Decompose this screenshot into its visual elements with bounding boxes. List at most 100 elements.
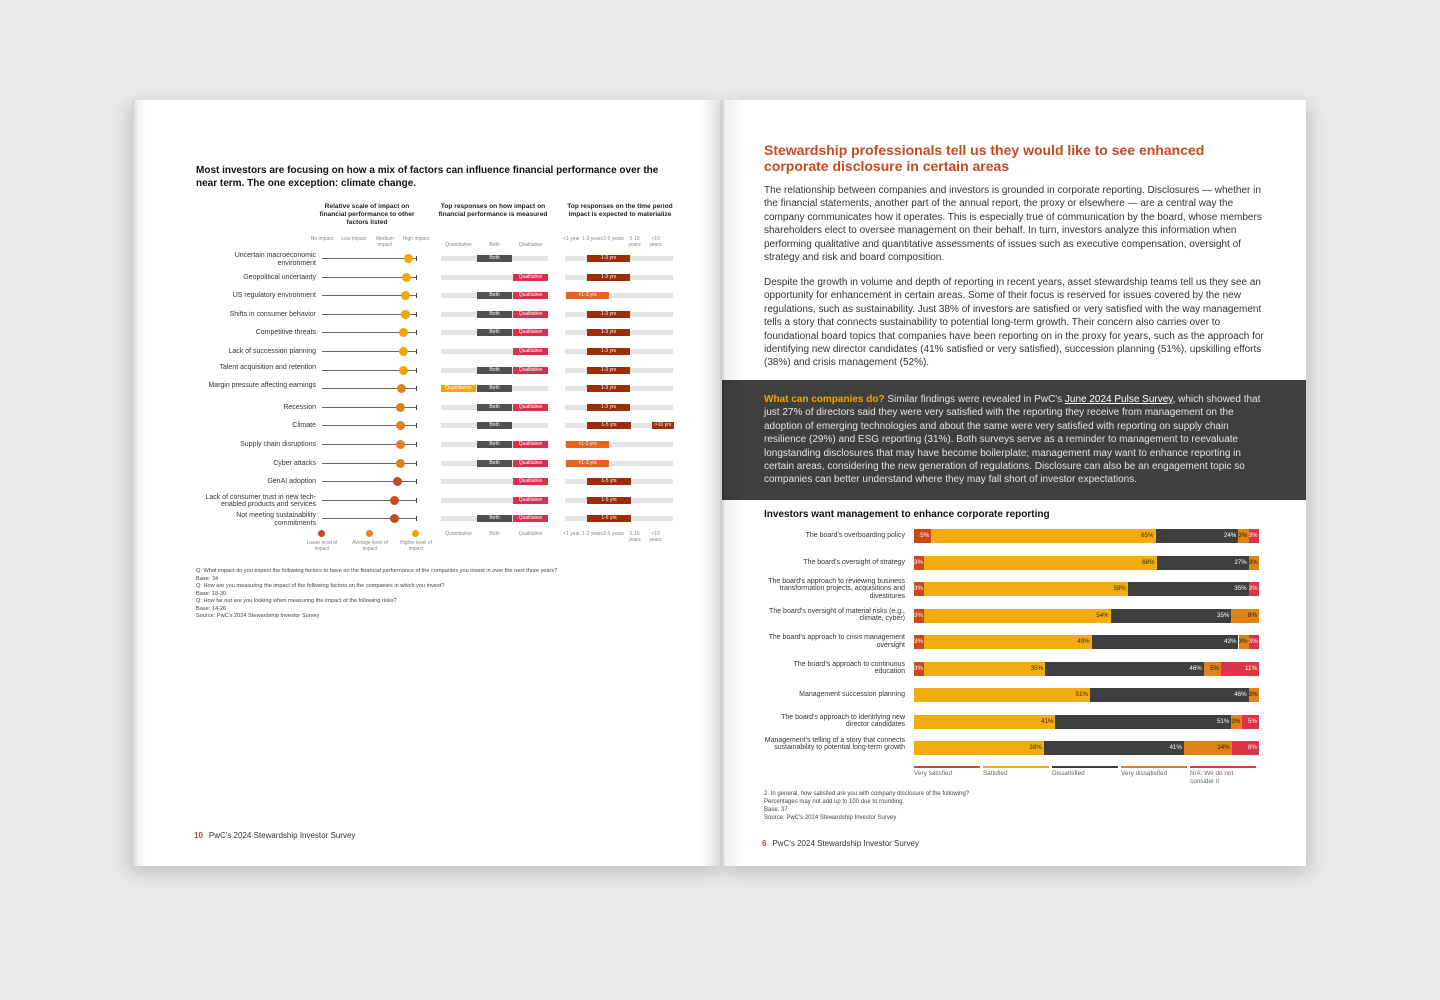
chart-title: Investors want management to enhance cor… xyxy=(764,509,1050,520)
col-header-measure: Top responses on how impact on financial… xyxy=(438,203,548,218)
bar-segment: 3% xyxy=(914,608,925,623)
key-label: Lower level of impact xyxy=(306,540,338,552)
impact-track xyxy=(322,499,416,501)
measure-tag: Both xyxy=(477,403,512,411)
left-page: Most investors are focusing on how a mix… xyxy=(132,100,722,866)
bar-segment: 14% xyxy=(1183,741,1232,755)
measure-tag: Both xyxy=(477,292,512,300)
bar-segment: 27% xyxy=(1156,555,1249,570)
bar-segment: 35% xyxy=(1127,582,1249,596)
impact-track xyxy=(322,406,416,408)
measure-tag: Qualitative xyxy=(513,496,548,504)
callout-box xyxy=(722,380,1306,500)
impact-track-end xyxy=(416,367,417,373)
callout-before-link: Similar findings were revealed in PwC's xyxy=(884,394,1065,405)
row-label: Not meeting sustainability commitments xyxy=(236,512,316,527)
period-tag: 1-5 yrs xyxy=(587,422,631,430)
bar-segment: 3% xyxy=(1231,714,1242,729)
period-tag: 1-3 yrs xyxy=(587,403,630,411)
impact-track xyxy=(322,388,416,390)
measure-tag: Both xyxy=(477,366,512,374)
row-label: Supply chain disruptions xyxy=(240,441,316,448)
measure-tag: Qualitative xyxy=(513,329,548,337)
measure-bg xyxy=(441,349,548,354)
row-label: Geopolitical uncertainty xyxy=(243,273,316,281)
col-header-period: Top responses on the time period impact … xyxy=(567,203,673,218)
bar-segment: 3% xyxy=(1248,635,1259,649)
row-label: Lack of succession planning xyxy=(228,348,316,355)
row-label: Uncertain macroeconomic environment xyxy=(234,252,316,267)
scale-label: Medium impact xyxy=(376,236,394,248)
row-label: Talent acquisition and retention xyxy=(219,363,316,371)
period-tag: <1-3 yrs xyxy=(566,459,609,467)
bar-segment: 38% xyxy=(914,741,1044,755)
measure-label: Qualitative xyxy=(518,242,543,248)
callout-heading: What can companies do? xyxy=(764,394,885,405)
bar-segment: 51% xyxy=(1055,714,1232,729)
impact-dot xyxy=(398,328,408,338)
note-line: Source: PwC's 2024 Stewardship Investor … xyxy=(764,815,897,821)
impact-track xyxy=(322,444,416,445)
bar-segment: 8% xyxy=(1231,741,1259,755)
bar-segment: 68% xyxy=(924,555,1157,570)
measure-tag: Qualitative xyxy=(513,459,548,467)
measure-tag: Quantitative xyxy=(441,385,476,393)
period-tag: 1-3 yrs xyxy=(587,310,630,318)
footer-text: PwC's 2024 Stewardship Investor Survey xyxy=(208,831,356,840)
impact-track-end xyxy=(416,442,417,447)
period-label: 3-5 years xyxy=(603,236,624,242)
bar-segment: 3% xyxy=(1238,635,1249,649)
measure-tag: Qualitative xyxy=(513,348,548,355)
left-page-notes: Q: What impact do you expect the followi… xyxy=(196,568,676,621)
section-heading: Stewardship professionals tell us they w… xyxy=(764,142,1205,174)
callout-after-link: , which showed that just 27% of director… xyxy=(764,394,1261,486)
impact-track-end xyxy=(416,460,417,466)
period-tag: 1-5 yrs xyxy=(587,478,631,486)
period-tag: <1-3 yrs xyxy=(566,441,609,448)
pulse-survey-link[interactable]: June 2024 Pulse Survey xyxy=(1064,394,1173,405)
measure-tag: Qualitative xyxy=(513,515,548,523)
impact-track xyxy=(322,313,416,315)
bar-segment: 11% xyxy=(1221,661,1259,676)
period-bg xyxy=(565,460,673,466)
bar-category-label: The board's approach to crisis managemen… xyxy=(768,634,905,649)
bar-segment: 5% xyxy=(1241,714,1259,729)
row-label: GenAI adoption xyxy=(267,478,316,486)
bar-category-label: Management's telling of a story that con… xyxy=(764,736,905,752)
impact-track-end xyxy=(416,330,417,336)
measure-tag: Both xyxy=(477,459,512,467)
paragraph-1: The relationship between companies and i… xyxy=(764,185,1262,264)
measure-tag: Both xyxy=(477,255,512,262)
row-label: Climate xyxy=(292,422,316,430)
scale-label: No impact xyxy=(310,236,334,242)
page-number: 6 xyxy=(762,839,767,848)
measure-tag: Both xyxy=(477,385,512,393)
footer-text: PwC's 2024 Stewardship Investor Survey xyxy=(772,839,919,848)
key-dot xyxy=(318,530,325,537)
impact-track-end xyxy=(416,404,417,410)
impact-track-end xyxy=(416,274,417,280)
bar-segment: 3% xyxy=(914,635,925,649)
page-number: 10 xyxy=(194,831,203,840)
impact-dot xyxy=(395,402,405,412)
impact-dot xyxy=(395,458,405,468)
measure-tag: Qualitative xyxy=(513,403,548,411)
measure-label: Quantitative xyxy=(445,242,472,248)
impact-dot xyxy=(395,421,405,431)
impact-track-end xyxy=(416,497,417,503)
row-label: Shifts in consumer behavior xyxy=(229,310,316,318)
impact-track xyxy=(322,481,416,483)
period-label-bottom: 1-3 years xyxy=(582,531,603,537)
measure-bg xyxy=(441,497,548,503)
period-tag: 1-3 yrs xyxy=(587,273,630,281)
bar-segment: 49% xyxy=(924,635,1092,649)
bar-segment: 41% xyxy=(914,714,1056,729)
bar-segment: 41% xyxy=(1043,741,1184,755)
bar-segment: 65% xyxy=(931,529,1156,543)
impact-track xyxy=(322,258,416,259)
right-page-footer: 6 PwC's 2024 Stewardship Investor Survey xyxy=(762,839,919,848)
legend-item: Very dissatisfied xyxy=(1121,766,1187,778)
scale-label: High impact xyxy=(402,236,430,242)
bar-segment: 3% xyxy=(914,661,925,676)
measure-label-bottom: Qualitative xyxy=(518,531,543,537)
